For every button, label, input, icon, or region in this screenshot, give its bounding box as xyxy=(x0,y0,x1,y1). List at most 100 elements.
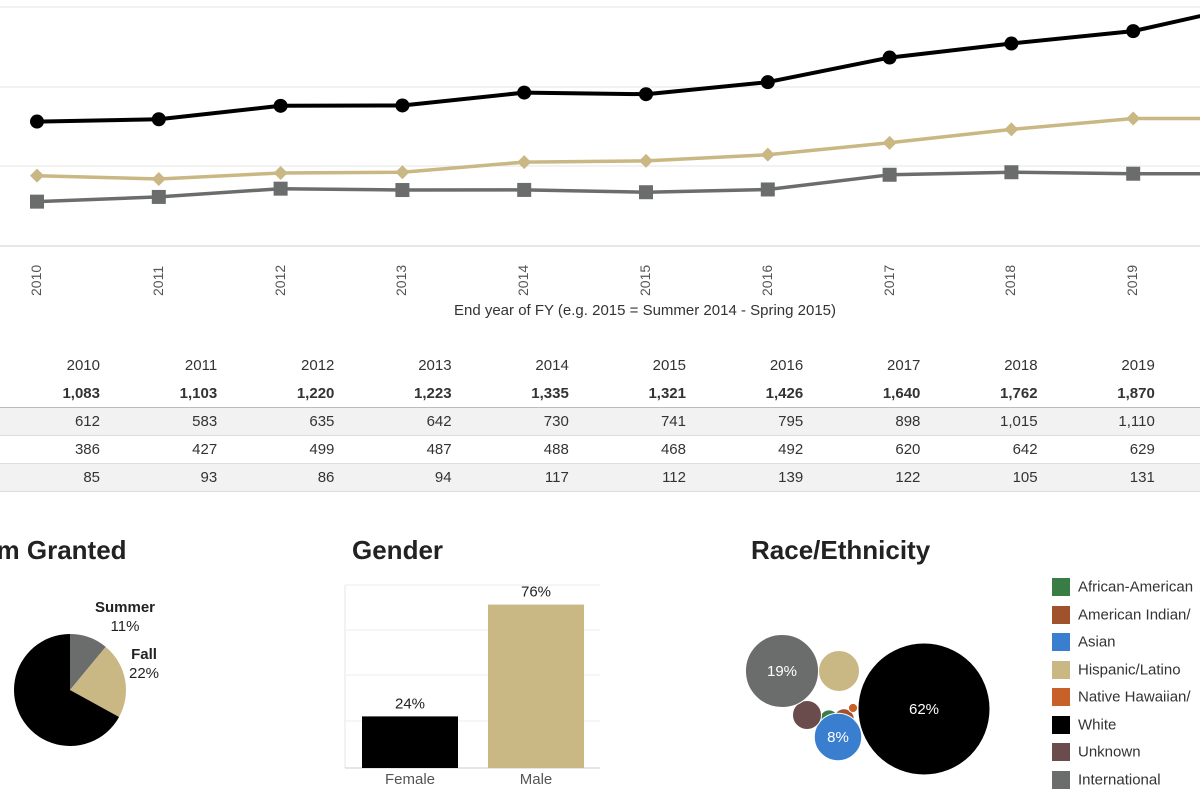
x-tick-label: 2016 xyxy=(758,264,775,296)
legend-swatch xyxy=(1052,743,1070,762)
series-2-point xyxy=(517,155,532,170)
table-cell: 2017 xyxy=(887,357,921,374)
bubble-4 xyxy=(847,702,859,714)
table-cell: 1,870 xyxy=(1117,385,1155,402)
legend-label: Asian xyxy=(1078,633,1116,651)
series-3-point xyxy=(760,182,775,197)
legend-label: Native Hawaiian/ xyxy=(1078,688,1191,706)
pie-slice-spring xyxy=(13,634,120,746)
table-row: 1,083 1,103 1,220 1,223 1,335 1,321 1,426 1,640… xyxy=(0,380,1200,408)
table-cell: 488 xyxy=(543,441,569,458)
bubble-3 xyxy=(817,649,861,693)
bar-value-label: 24% xyxy=(395,695,425,712)
race-bubble-chart: 8% 62% 19% xyxy=(744,633,991,776)
series-2-point xyxy=(882,135,897,150)
series-3-point xyxy=(639,185,653,200)
legend-item: Hispanic/Latino xyxy=(1052,660,1193,689)
legend-swatch xyxy=(1052,688,1070,707)
gender-title: Gender xyxy=(352,535,444,565)
legend-label: White xyxy=(1078,716,1117,734)
line-chart xyxy=(0,6,1200,247)
legend-item: African-American xyxy=(1052,578,1193,606)
table-cell: 139 xyxy=(778,469,804,486)
series-3-point xyxy=(151,189,166,204)
data-table: 2010 2011 2012 2013 2014 2015 2016 2017 2018 2019… xyxy=(0,352,1200,492)
table-cell: 620 xyxy=(895,441,921,458)
table-row: 85 93 86 94 117 112 139 122 105 131 xyxy=(0,464,1200,492)
legend-swatch xyxy=(1052,633,1070,652)
series-2-point xyxy=(151,172,166,187)
bubble-label: 19% xyxy=(767,663,797,680)
table-cell: 2010 xyxy=(66,357,100,374)
series-2-point xyxy=(1004,122,1019,137)
table-cell: 642 xyxy=(426,413,452,430)
series-1-point xyxy=(273,98,288,113)
table-cell: 93 xyxy=(200,469,218,486)
x-tick-label: 2017 xyxy=(880,264,897,296)
series-2-point xyxy=(1126,111,1141,126)
pie-slice-fall xyxy=(70,646,127,717)
table-cell: 2011 xyxy=(184,357,218,374)
table-cell: 795 xyxy=(778,413,804,430)
term-granted-title: Term Granted xyxy=(0,535,127,565)
table-cell: 105 xyxy=(1012,469,1038,486)
legend-label: Unknown xyxy=(1078,743,1141,761)
legend-label: American Indian/ xyxy=(1078,606,1191,624)
legend-item: Unknown xyxy=(1052,743,1193,771)
table-cell: 730 xyxy=(543,413,569,430)
series-1-point xyxy=(639,87,653,102)
table-cell: 2012 xyxy=(301,357,335,374)
bubble-label: 62% xyxy=(909,701,939,718)
table-cell: 2013 xyxy=(418,357,452,374)
pie-label-fall: Fall 22% xyxy=(128,646,160,682)
gender-bar-chart: 24% Female 76% Male xyxy=(344,584,600,788)
table-row: 386 427 499 487 488 468 492 620 642 629 xyxy=(0,436,1200,464)
bubble-label: 8% xyxy=(827,729,849,746)
series-1-point xyxy=(760,75,775,90)
series-line-2 xyxy=(36,116,1200,181)
x-tick-label: 2013 xyxy=(393,264,410,296)
gender-bar-male xyxy=(488,604,584,768)
bubble-2 xyxy=(813,712,863,762)
race-ethnicity-title: Race/Ethnicity xyxy=(751,535,931,565)
table-cell: 741 xyxy=(660,413,686,430)
term-pie-chart xyxy=(13,634,127,746)
table-cell: 427 xyxy=(192,441,218,458)
series-line-1 xyxy=(36,14,1200,124)
legend-item: White xyxy=(1052,715,1193,744)
pie-label-summer: Summer 11% xyxy=(94,599,156,635)
series-1-point xyxy=(395,98,410,113)
race-legend: African-American American Indian/Asian His… xyxy=(1052,578,1193,798)
series-2-point xyxy=(760,147,775,162)
legend-item: American Indian/ xyxy=(1052,605,1193,634)
table-cell: 1,223 xyxy=(414,385,452,402)
series-1-point xyxy=(1126,24,1141,39)
legend-label: African-American xyxy=(1078,578,1194,596)
table-cell: 1,335 xyxy=(531,385,569,402)
table-cell: 2018 xyxy=(1004,357,1038,374)
bubble-7 xyxy=(744,633,820,709)
legend-item: Asian xyxy=(1052,633,1193,661)
table-cell: 94 xyxy=(434,469,452,486)
table-cell: 642 xyxy=(1012,441,1038,458)
bubble-6 xyxy=(791,699,823,731)
series-1-point xyxy=(30,114,44,129)
table-cell: 122 xyxy=(895,469,921,486)
table-cell: 1,015 xyxy=(1000,413,1038,430)
table-cell: 1,426 xyxy=(765,385,804,402)
table-cell: 1,083 xyxy=(62,385,100,402)
legend-swatch xyxy=(1052,578,1070,597)
legend-swatch xyxy=(1052,605,1070,624)
table-cell: 612 xyxy=(74,413,100,430)
x-tick-label: 2012 xyxy=(271,264,288,296)
table-cell: 86 xyxy=(317,469,335,486)
legend-swatch xyxy=(1052,660,1070,679)
series-1-point xyxy=(882,50,897,65)
table-cell: 85 xyxy=(83,469,100,486)
legend-label: International xyxy=(1078,771,1161,789)
bar-value-label: 76% xyxy=(521,584,551,601)
gender-bar-female xyxy=(362,716,458,768)
x-tick-label: 2018 xyxy=(1002,264,1019,296)
table-cell: 2016 xyxy=(769,357,804,374)
pie-slice-summer xyxy=(70,634,106,690)
